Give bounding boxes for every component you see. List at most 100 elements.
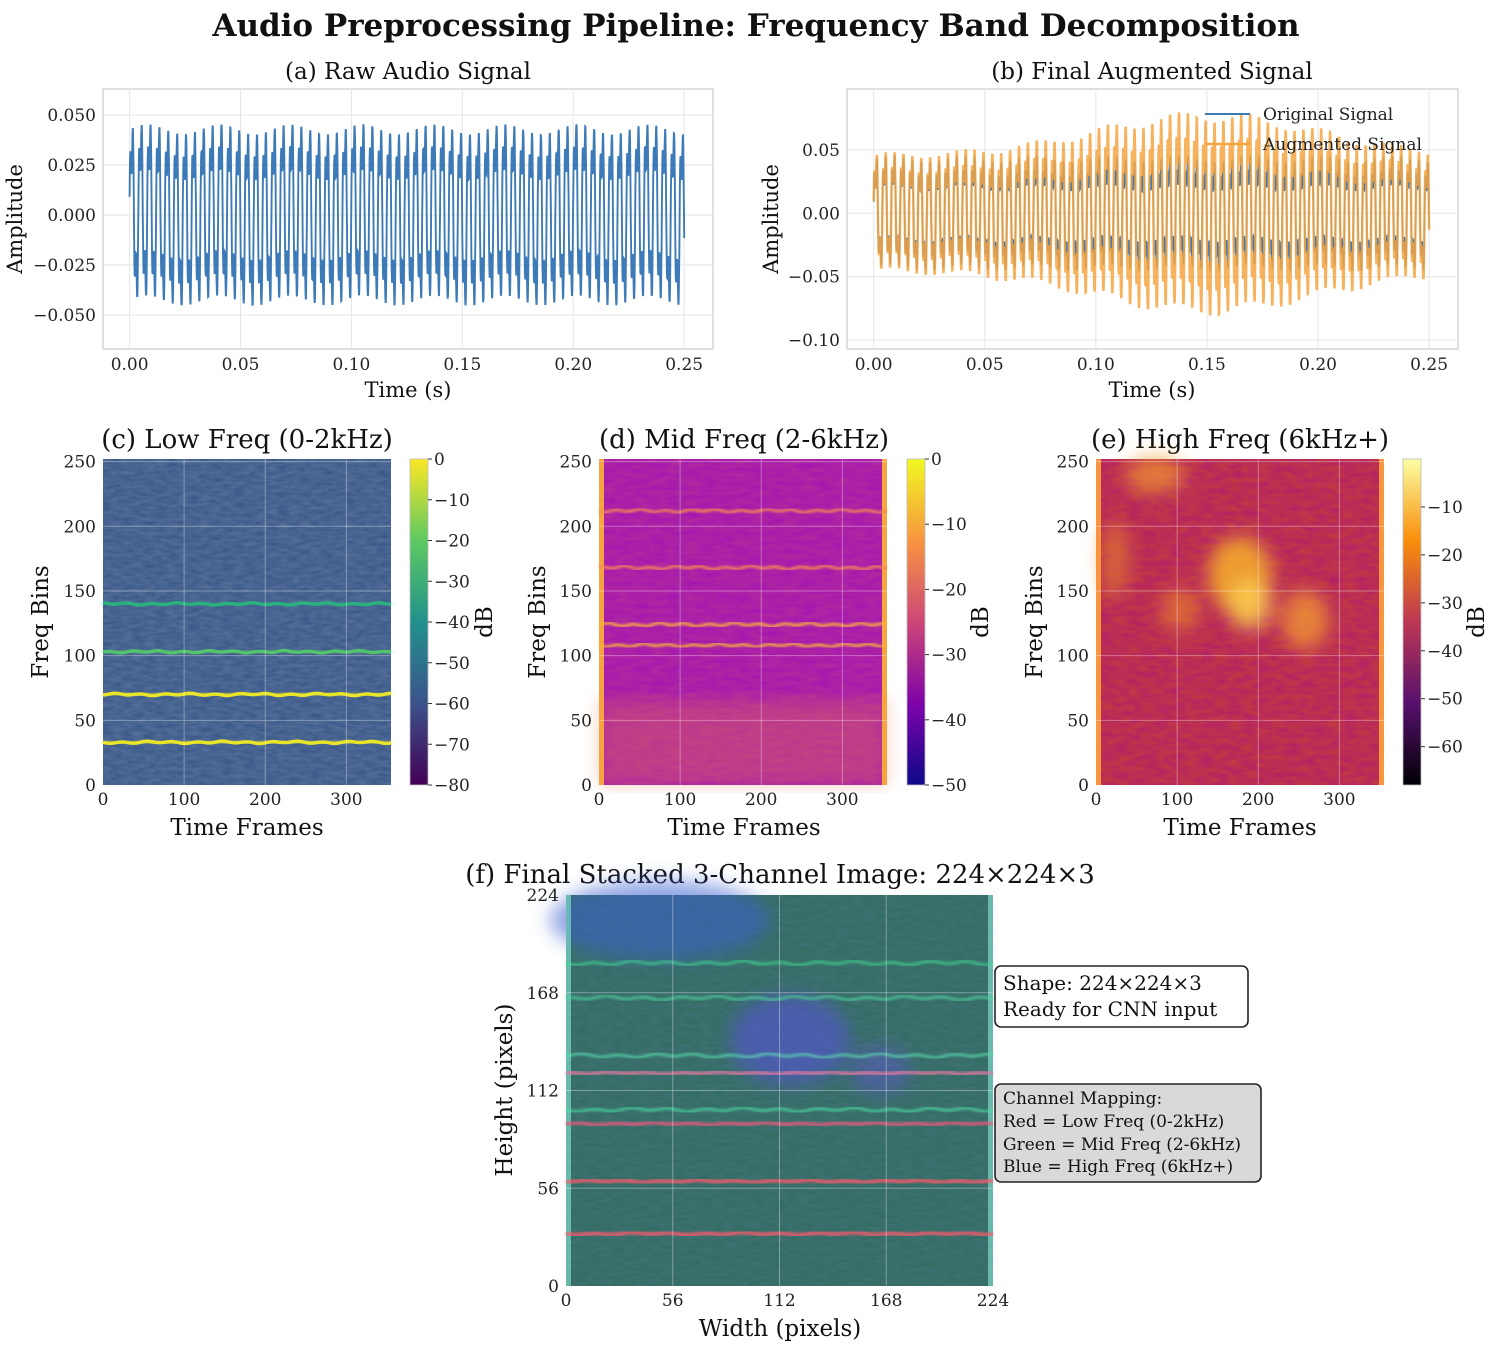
panel-d-ylabel: Freq Bins xyxy=(525,565,551,678)
panel-c-title: (c) Low Freq (0-2kHz) xyxy=(101,425,393,455)
y-tick-label: 0.000 xyxy=(47,206,96,226)
panel-c-grid xyxy=(103,459,391,785)
hotspot-6 xyxy=(1101,520,1129,600)
x-tick-label: 200 xyxy=(1242,790,1274,810)
panel-b-augmented-line xyxy=(872,112,1431,318)
y-tick-label: 100 xyxy=(64,647,96,667)
panel-d: (d) Mid Freq (2-6kHz) 0 100 200 300 0 50 100 15… xyxy=(525,425,994,841)
x-tick-label: 0.00 xyxy=(855,355,893,375)
harmonic-band xyxy=(598,564,888,572)
y-tick-label: 150 xyxy=(64,582,96,602)
y-tick-label: 200 xyxy=(560,517,592,537)
green-channel-band xyxy=(565,1051,994,1060)
harmonic-band xyxy=(598,621,888,629)
y-tick-label: 200 xyxy=(64,517,96,537)
panel-c-colorbar-ticks: 0 −10 −20 −30 −40 −50 −60 −70 −80 xyxy=(428,450,470,796)
blue-glow-1 xyxy=(550,880,770,960)
legend-original-label: Original Signal xyxy=(1263,105,1393,125)
mapping-title: Channel Mapping: xyxy=(1003,1089,1162,1109)
colorbar-tick-label: −40 xyxy=(931,711,967,731)
colorbar-tick-label: −10 xyxy=(931,515,967,535)
x-tick-label: 0.15 xyxy=(443,355,481,375)
panel-f-grid xyxy=(566,895,993,1286)
panel-f-title: (f) Final Stacked 3-Channel Image: 224×2… xyxy=(465,860,1095,890)
panel-d-xlabel: Time Frames xyxy=(667,815,820,841)
panel-f-xlabel: Width (pixels) xyxy=(699,1316,861,1342)
panel-d-left-edge xyxy=(599,459,604,785)
y-tick-label: 0 xyxy=(1078,776,1089,796)
hotspot-4 xyxy=(1160,588,1200,632)
y-tick-label: −0.025 xyxy=(33,256,96,276)
shape-annotation: Shape: 224×224×3 Ready for CNN input xyxy=(994,965,1249,1028)
panel-e-ticks: 0 100 200 300 0 50 100 150 200 250 xyxy=(1057,453,1356,810)
x-tick-label: 0.20 xyxy=(1299,355,1337,375)
x-tick-label: 100 xyxy=(664,790,696,810)
hotspot-5 xyxy=(1125,457,1185,493)
y-tick-label: 100 xyxy=(1057,647,1089,667)
panel-c-ylabel: Freq Bins xyxy=(28,565,54,678)
panel-a-ylabel: Amplitude xyxy=(3,164,27,275)
x-tick-label: 0.05 xyxy=(966,355,1004,375)
x-tick-label: 224 xyxy=(977,1291,1009,1311)
red-channel-band xyxy=(565,1119,994,1128)
shape-box xyxy=(994,965,1249,1028)
x-tick-label: 168 xyxy=(870,1291,902,1311)
x-tick-label: 0.10 xyxy=(333,355,371,375)
harmonic-band xyxy=(102,600,392,607)
figure-title: Audio Preprocessing Pipeline: Frequency … xyxy=(211,8,1299,44)
y-tick-label: 50 xyxy=(1067,711,1089,731)
x-tick-label: 0 xyxy=(561,1291,572,1311)
mapping-blue: Blue = High Freq (6kHz+) xyxy=(1003,1157,1233,1177)
panel-d-colorbar-label: dB xyxy=(968,606,994,638)
x-tick-label: 0 xyxy=(594,790,605,810)
panel-e-colorbar xyxy=(1402,458,1422,786)
x-tick-label: 0.15 xyxy=(1188,355,1226,375)
x-tick-label: 100 xyxy=(168,790,200,810)
panel-e-colorbar-label: dB xyxy=(1464,606,1490,638)
x-tick-label: 300 xyxy=(826,790,858,810)
panel-f-ylabel: Height (pixels) xyxy=(492,1004,518,1177)
panel-f-blue-glow xyxy=(550,880,910,1095)
x-tick-label: 300 xyxy=(1323,790,1355,810)
y-tick-label: 0 xyxy=(548,1277,559,1297)
panel-e-ylabel: Freq Bins xyxy=(1022,565,1048,678)
colorbar-tick-label: −40 xyxy=(1427,642,1463,662)
panel-e-right-edge xyxy=(1379,459,1384,785)
x-tick-label: 0.25 xyxy=(1410,355,1448,375)
x-tick-label: 0.05 xyxy=(222,355,260,375)
y-tick-label: 50 xyxy=(570,711,592,731)
panel-c-colorbar xyxy=(409,458,429,786)
red-channel-band xyxy=(565,1177,994,1186)
panel-b: (b) Final Augmented Signal 0.00 0.05 0.10 0… xyxy=(759,59,1459,402)
panel-d-ticks: 0 100 200 300 0 50 100 150 200 250 xyxy=(560,453,859,810)
red-channel-band xyxy=(565,1229,994,1238)
x-tick-label: 0 xyxy=(98,790,109,810)
panel-a-signal-line xyxy=(128,123,686,307)
panel-f-ticks: 0 56 112 168 224 0 56 112 168 224 xyxy=(527,886,1010,1311)
colorbar-tick-label: −60 xyxy=(434,695,470,715)
colorbar-tick-label: −20 xyxy=(931,580,967,600)
colorbar-tick-label: −70 xyxy=(434,735,470,755)
panel-f-bands xyxy=(565,959,994,1238)
colorbar-tick-label: −30 xyxy=(1427,594,1463,614)
colorbar-tick-label: −50 xyxy=(931,776,967,796)
harmonic-band xyxy=(598,641,888,649)
hotspot-3 xyxy=(1281,590,1329,650)
y-tick-label: 0 xyxy=(581,776,592,796)
panel-b-title: (b) Final Augmented Signal xyxy=(991,59,1312,85)
harmonic-band xyxy=(598,507,888,515)
x-tick-label: 100 xyxy=(1161,790,1193,810)
panel-c-colorbar-label: dB xyxy=(472,606,498,638)
colorbar-tick-label: −30 xyxy=(434,572,470,592)
legend-augmented-label: Augmented Signal xyxy=(1262,135,1422,155)
panel-e-left-edge xyxy=(1096,459,1101,785)
colorbar-tick-label: −40 xyxy=(434,613,470,633)
y-tick-label: 50 xyxy=(74,711,96,731)
x-tick-label: 200 xyxy=(249,790,281,810)
y-tick-label: −0.05 xyxy=(788,268,840,288)
x-tick-label: 0.20 xyxy=(554,355,592,375)
x-tick-label: 112 xyxy=(763,1291,795,1311)
panel-c-bands xyxy=(101,597,392,749)
y-tick-label: 112 xyxy=(527,1082,559,1102)
